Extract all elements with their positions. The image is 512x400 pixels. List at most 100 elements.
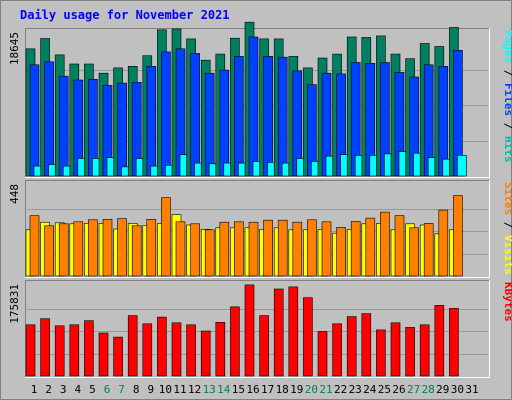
bar-sites-day-1: [29, 215, 40, 277]
bar-files-day-15: [234, 56, 244, 177]
x-axis-labels: 1 2 3 4 5 6 7 8 9 10 11 12 13 14 15 16 17 18 19 20 21 22 23 24 2…: [31, 383, 479, 396]
bar-sites-day-23: [350, 221, 361, 277]
bar-sites-day-5: [88, 219, 98, 277]
bar-kbytes-day-20: [303, 297, 313, 377]
x-tick-label: 24: [363, 383, 377, 396]
x-tick-label: 16: [246, 383, 259, 396]
x-tick-label: 25: [378, 383, 391, 396]
bar-files-day-18: [277, 56, 288, 177]
bar-kbytes-day-18: [273, 288, 284, 377]
bar-sites-day-15: [234, 221, 244, 277]
panel-hits-legend-part: Files: [502, 83, 512, 116]
bar-sites-day-19: [292, 221, 303, 277]
bar-files-day-14: [219, 69, 230, 177]
bar-kbytes-day-3: [54, 325, 65, 377]
bar-files-day-13: [204, 72, 215, 177]
bar-kbytes-day-26: [390, 322, 401, 377]
x-tick-label: 5: [89, 383, 96, 396]
panel-hits-legend: Pages / Files / Hits: [502, 30, 512, 163]
bar-sites-day-2: [44, 225, 54, 277]
bar-kbytes-day-22: [332, 323, 342, 377]
bar-kbytes-day-25: [376, 329, 386, 377]
x-tick-label: 19: [290, 383, 303, 396]
bar-sites-day-13: [204, 229, 215, 277]
bar-kbytes-day-2: [40, 318, 50, 377]
bar-sites-day-7: [117, 218, 127, 277]
x-tick-label: 18: [276, 383, 289, 396]
bar-sites-day-12: [190, 223, 200, 277]
x-tick-label: 12: [188, 383, 201, 396]
chart-panels: 18645 Pages / Files / Hits 448 Sites / Visi…: [8, 21, 512, 378]
bar-kbytes-day-5: [84, 320, 94, 377]
bar-kbytes-day-30: [449, 308, 459, 377]
x-tick-label: 31: [465, 383, 478, 396]
panel-visits-legend: Sites / Visits: [502, 182, 512, 275]
bar-kbytes-day-21: [317, 331, 328, 377]
bar-kbytes-day-1: [25, 324, 36, 377]
panel-hits-legend-part: Hits: [502, 136, 512, 163]
x-tick-label: 30: [451, 383, 464, 396]
bar-kbytes-day-28: [419, 324, 430, 377]
bar-kbytes-day-19: [288, 286, 299, 377]
x-tick-label: 17: [261, 383, 274, 396]
bar-sites-day-21: [321, 221, 332, 277]
bar-files-day-9: [146, 66, 157, 177]
x-tick-label: 21: [319, 383, 332, 396]
panel-visits-ymax-label: 448: [8, 184, 21, 204]
bar-kbytes-day-16: [244, 284, 255, 377]
bar-kbytes-day-23: [346, 316, 357, 377]
chart-title: Daily usage for November 2021: [20, 8, 230, 22]
bar-files-day-1: [29, 64, 40, 177]
bar-files-day-3: [58, 75, 69, 177]
bar-kbytes-day-8: [127, 315, 138, 377]
bar-sites-day-17: [263, 219, 273, 277]
x-tick-label: 20: [305, 383, 318, 396]
x-tick-label: 29: [436, 383, 449, 396]
bar-kbytes-day-14: [215, 321, 226, 377]
x-tick-label: 26: [392, 383, 405, 396]
bar-files-day-16: [248, 36, 259, 177]
x-tick-label: 15: [232, 383, 245, 396]
x-tick-label: 22: [334, 383, 347, 396]
x-tick-label: 10: [159, 383, 172, 396]
x-tick-label: 3: [60, 383, 67, 396]
bar-kbytes-day-12: [186, 324, 196, 377]
x-tick-label: 2: [45, 383, 52, 396]
bar-sites-day-4: [73, 221, 84, 277]
bar-kbytes-day-15: [230, 306, 240, 377]
bar-sites-day-9: [146, 219, 157, 277]
bar-sites-day-18: [277, 219, 288, 277]
bar-kbytes-day-24: [361, 313, 372, 377]
x-tick-label: 9: [147, 383, 154, 396]
bar-kbytes-day-4: [69, 324, 80, 377]
bar-sites-day-22: [336, 227, 346, 277]
panel-visits-legend-part: Visits: [502, 235, 512, 275]
panel-hits: 18645 Pages / Files / Hits: [8, 21, 512, 178]
panel-kbytes-legend-part: KBytes: [502, 282, 512, 322]
bar-kbytes-day-6: [98, 332, 109, 377]
panel-visits-legend-part: /: [502, 215, 512, 235]
bar-sites-day-29: [438, 209, 449, 277]
panel-kbytes: 175831 KBytes: [8, 280, 512, 378]
bar-sites-day-30: [453, 195, 463, 277]
bar-kbytes-day-29: [434, 305, 445, 377]
bar-pages-day-30: [457, 155, 467, 177]
bar-kbytes-day-10: [157, 316, 167, 377]
panel-kbytes-legend: KBytes: [502, 282, 512, 322]
bar-kbytes-day-17: [259, 315, 269, 377]
bar-kbytes-day-27: [405, 327, 415, 377]
bar-kbytes-day-7: [113, 336, 123, 377]
bar-sites-day-24: [365, 217, 376, 277]
bar-sites-day-27: [409, 227, 419, 277]
bar-files-day-10: [161, 51, 171, 177]
bar-sites-day-26: [394, 215, 405, 277]
bar-sites-day-16: [248, 221, 259, 277]
bar-files-day-17: [263, 56, 273, 177]
bar-sites-day-20: [307, 219, 317, 277]
panel-kbytes-ymax-label: 175831: [8, 284, 21, 324]
bar-sites-day-25: [380, 211, 390, 277]
bar-kbytes-day-9: [142, 323, 153, 377]
bar-files-day-2: [44, 61, 54, 177]
x-tick-label: 27: [407, 383, 420, 396]
